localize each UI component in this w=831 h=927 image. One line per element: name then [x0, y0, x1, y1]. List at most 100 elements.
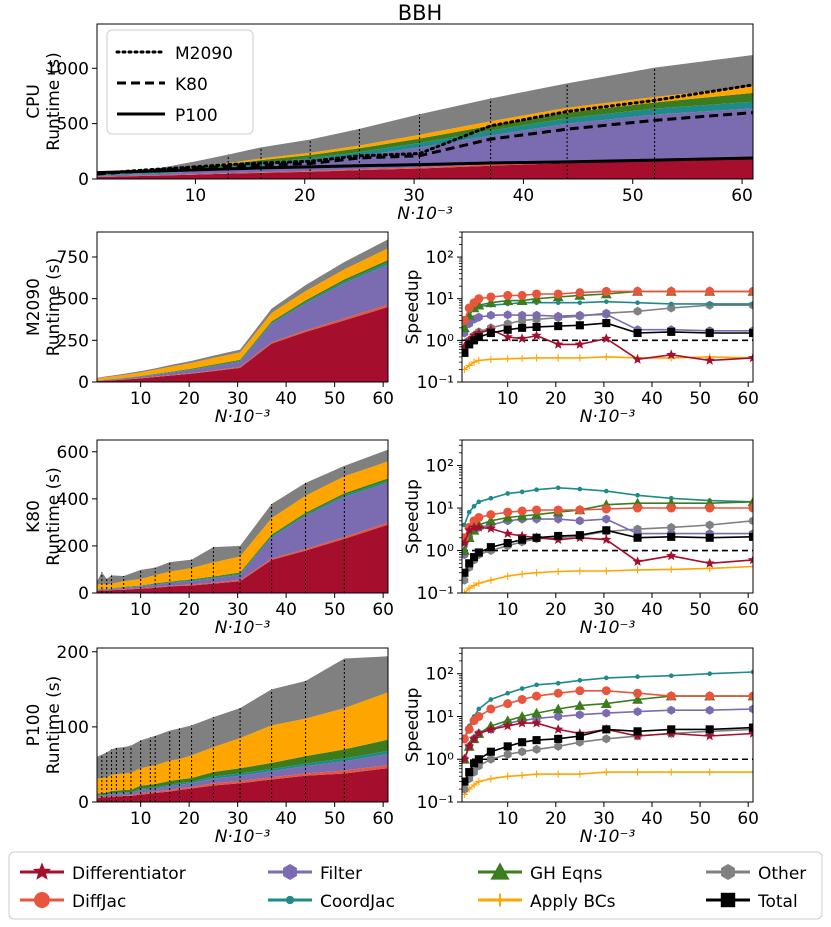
point-gh-eqns: [462, 545, 470, 555]
x-tick-label: 20: [178, 809, 200, 829]
point-coordjac: [668, 673, 674, 679]
point-total: [554, 322, 563, 331]
x-tick-label: 20: [178, 389, 200, 409]
point-apply-bcs: [470, 358, 478, 366]
y-axis-label: K80Runtime (s): [24, 467, 64, 566]
point-total: [602, 526, 611, 535]
point-diffjac: [601, 286, 611, 296]
speedup-lines-group: [462, 669, 753, 799]
point-other: [518, 747, 526, 757]
point-gh-eqns: [552, 703, 564, 714]
point-apply-bcs: [554, 567, 562, 576]
point-total: [532, 533, 541, 542]
legend-marker-diffjac: [34, 892, 50, 908]
area-differentiator: [97, 524, 388, 593]
speedup-lines-group: [462, 485, 753, 593]
point-total: [667, 532, 676, 541]
point-total: [503, 538, 512, 548]
point-apply-bcs: [475, 579, 483, 587]
point-differentiator: [464, 524, 475, 535]
legend-box: [106, 29, 254, 135]
legend-marker-coordjac: [285, 895, 295, 905]
point-apply-bcs: [518, 354, 526, 362]
y-tick-label: 0: [78, 373, 89, 393]
x-tick-label: 30: [593, 600, 615, 620]
y-tick-label: 10²: [426, 665, 454, 685]
point-coordjac: [505, 491, 511, 496]
plot-frame: [461, 647, 754, 803]
point-total: [462, 777, 469, 786]
point-filter: [633, 707, 642, 717]
y-tick-label: 10⁰: [426, 542, 455, 562]
point-diffjac: [517, 694, 527, 704]
point-differentiator: [747, 352, 753, 363]
point-total: [705, 533, 714, 542]
figure-title: BBH: [398, 1, 443, 25]
point-apply-bcs: [487, 355, 495, 363]
chart-p100-speedup: 10 20 30 40 50 60 10⁻¹ 10⁰ 10¹ 10² N·10⁻³ Speedup: [403, 647, 759, 847]
point-total: [748, 532, 753, 541]
point-coordjac: [555, 485, 561, 491]
legend-label-diffjac: DiffJac: [72, 892, 126, 912]
stacked-area-group: [97, 656, 388, 802]
point-filter: [532, 310, 541, 320]
point-coordjac: [750, 301, 753, 307]
point-total: [705, 328, 714, 338]
point-gh-eqns: [485, 297, 497, 308]
plot-frame: [96, 647, 389, 803]
speedup-lines-group: [462, 285, 753, 374]
y-tick-label: 1000: [46, 59, 89, 79]
x-tick-label: 30: [227, 600, 249, 620]
series-apply-bcs: [462, 768, 753, 799]
point-diffjac: [474, 711, 484, 721]
x-tick-label: 40: [513, 186, 535, 206]
point-coordjac: [505, 690, 511, 696]
point-total: [705, 725, 714, 734]
point-coordjac: [466, 509, 472, 515]
point-diffjac: [575, 686, 585, 696]
x-axis-label: N·10⁻³: [580, 827, 636, 847]
point-total: [465, 559, 474, 568]
point-diffjac: [705, 503, 715, 513]
point-apply-bcs: [602, 768, 610, 776]
x-tick-label: 50: [622, 186, 644, 206]
x-axis-label: N·10⁻³: [580, 618, 636, 638]
point-diffjac: [517, 506, 527, 516]
y-axis-label: CPURuntime (s): [24, 52, 64, 151]
point-apply-bcs: [554, 770, 562, 778]
point-total: [602, 319, 611, 328]
point-apply-bcs: [749, 768, 753, 776]
legend-marker-other: [721, 864, 735, 880]
point-filter: [503, 310, 512, 320]
legend-frame: [8, 851, 823, 920]
legend-label-gh-eqns: GH Eqns: [530, 864, 603, 884]
point-total: [554, 531, 563, 541]
point-filter: [554, 311, 563, 321]
point-total: [474, 548, 483, 557]
point-total: [633, 727, 642, 736]
point-differentiator: [485, 724, 496, 734]
point-filter: [554, 712, 563, 721]
point-total: [469, 336, 479, 345]
point-filter: [602, 514, 611, 524]
series-apply-bcs: [462, 562, 753, 593]
x-tick-label: 50: [689, 809, 711, 829]
y-tick-label: 10⁻¹: [417, 584, 454, 604]
point-differentiator: [485, 523, 496, 533]
point-total: [474, 333, 483, 342]
point-diffjac: [532, 691, 542, 701]
point-apply-bcs: [487, 576, 495, 584]
point-diffjac: [553, 289, 563, 299]
point-total: [575, 731, 584, 741]
point-apply-bcs: [487, 775, 495, 783]
point-differentiator: [468, 330, 480, 340]
point-other: [667, 303, 676, 313]
x-tick-label: 40: [275, 389, 297, 409]
point-diffjac: [553, 688, 563, 698]
y-tick-label: 100: [57, 718, 89, 738]
point-diffjac: [517, 290, 527, 300]
series-diffjac: [462, 503, 753, 543]
x-tick-label: 30: [227, 389, 249, 409]
